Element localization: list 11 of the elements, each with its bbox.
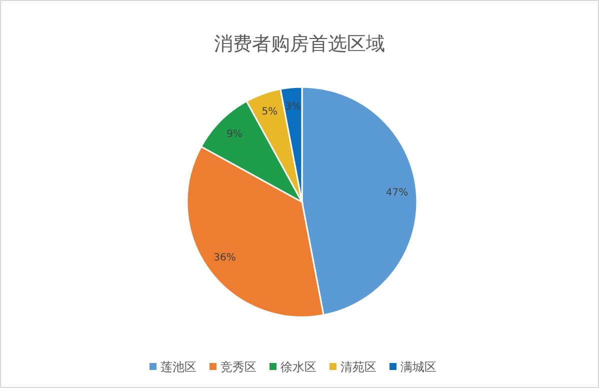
legend-label: 满城区 bbox=[400, 360, 436, 374]
legend-label: 莲池区 bbox=[160, 360, 196, 374]
data-label: 36% bbox=[214, 252, 236, 264]
chart-title: 消费者购房首选区域 bbox=[214, 33, 385, 55]
legend-label: 竞秀区 bbox=[220, 360, 256, 374]
data-label: 3% bbox=[285, 101, 301, 112]
legend-label: 徐水区 bbox=[280, 360, 316, 374]
data-label: 47% bbox=[386, 188, 408, 199]
legend-label: 清苑区 bbox=[340, 360, 376, 374]
data-label: 9% bbox=[226, 129, 242, 140]
data-label: 5% bbox=[262, 106, 278, 118]
